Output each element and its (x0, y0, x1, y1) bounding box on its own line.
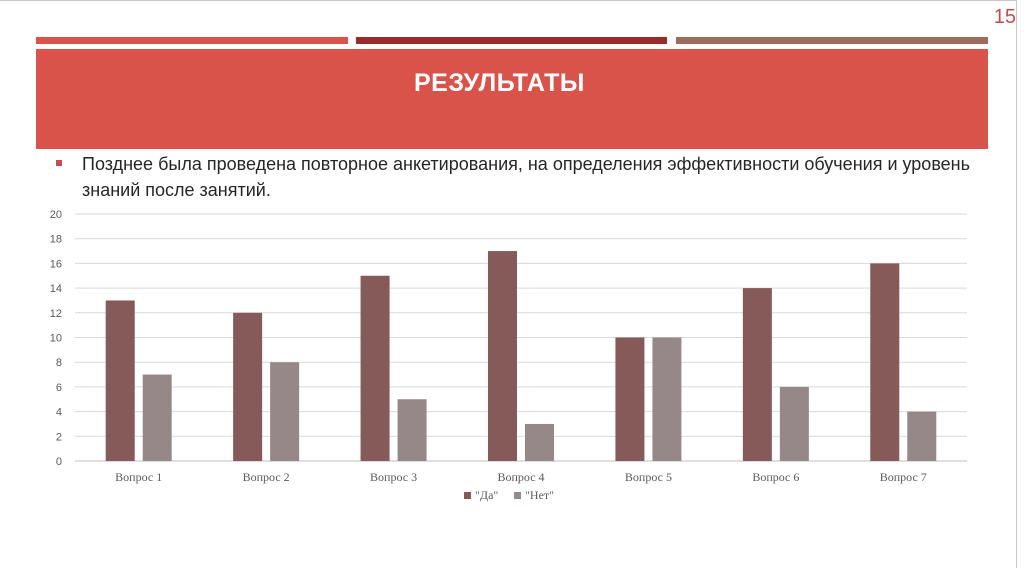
x-tick-label: Вопрос 1 (115, 470, 162, 484)
x-tick-label: Вопрос 5 (625, 470, 672, 484)
x-tick-label: Вопрос 6 (752, 470, 799, 484)
bar-da (870, 263, 900, 461)
bar-net (142, 374, 172, 461)
y-tick-label: 10 (50, 333, 62, 345)
y-tick-label: 0 (56, 456, 62, 468)
bar-da (233, 312, 263, 461)
y-tick-label: 4 (56, 407, 62, 419)
y-tick-label: 20 (50, 209, 62, 221)
bar-da (615, 337, 645, 461)
slide-title: РЕЗУЛЬТАТЫ (414, 69, 585, 97)
bar-net (270, 362, 300, 461)
x-tick-label: Вопрос 3 (370, 470, 417, 484)
bar-da (488, 251, 517, 461)
decor-strip-left (36, 37, 348, 44)
y-tick-label: 2 (56, 431, 62, 443)
legend-swatch (514, 492, 521, 499)
body-paragraph: Позднее была проведена повторное анкетир… (82, 154, 971, 200)
bar-net (525, 423, 554, 461)
bar-net (779, 386, 809, 461)
title-banner: РЕЗУЛЬТАТЫ (36, 49, 988, 149)
bar-da (742, 288, 772, 461)
legend-swatch (464, 492, 471, 499)
decor-strip-middle (356, 37, 667, 44)
bar-net (652, 337, 682, 461)
y-tick-label: 18 (50, 234, 62, 246)
y-tick-label: 16 (50, 258, 62, 270)
y-tick-label: 14 (50, 283, 62, 295)
legend-label: "Да" (475, 488, 498, 502)
legend-label: "Нет" (525, 488, 554, 502)
bar-net (907, 411, 937, 461)
page-number: 15 (993, 6, 1016, 28)
bullet-square-icon (56, 160, 62, 166)
y-tick-label: 8 (56, 357, 62, 369)
decor-strip-right (676, 37, 988, 44)
x-tick-label: Вопрос 4 (497, 470, 544, 484)
bar-da (105, 300, 135, 461)
x-tick-label: Вопрос 2 (243, 470, 290, 484)
y-tick-label: 12 (50, 308, 62, 320)
x-tick-label: Вопрос 7 (880, 470, 927, 484)
y-tick-label: 6 (56, 382, 62, 394)
bar-da (360, 275, 390, 461)
bar-net (397, 399, 427, 461)
